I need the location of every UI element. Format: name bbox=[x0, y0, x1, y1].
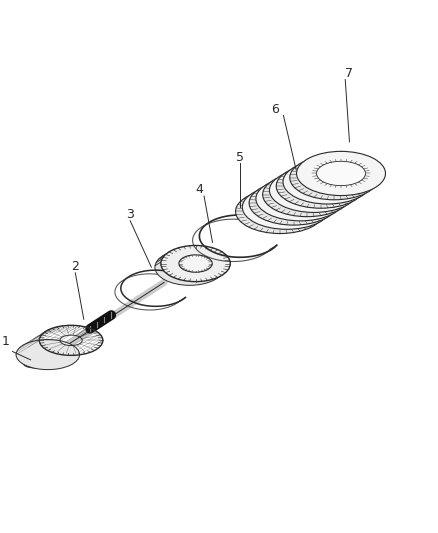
Ellipse shape bbox=[23, 358, 47, 368]
Ellipse shape bbox=[290, 156, 379, 200]
Text: 5: 5 bbox=[236, 150, 244, 164]
Ellipse shape bbox=[317, 161, 365, 185]
Ellipse shape bbox=[269, 191, 318, 215]
Ellipse shape bbox=[283, 182, 332, 207]
Ellipse shape bbox=[179, 255, 212, 272]
Ellipse shape bbox=[276, 164, 365, 208]
Ellipse shape bbox=[297, 151, 385, 196]
Text: 2: 2 bbox=[71, 260, 79, 273]
Ellipse shape bbox=[256, 199, 304, 223]
Ellipse shape bbox=[303, 169, 352, 194]
Ellipse shape bbox=[16, 340, 80, 369]
Text: 1: 1 bbox=[1, 335, 9, 349]
Ellipse shape bbox=[236, 189, 325, 233]
Ellipse shape bbox=[161, 246, 230, 281]
Ellipse shape bbox=[242, 185, 331, 229]
Ellipse shape bbox=[262, 195, 311, 220]
Ellipse shape bbox=[263, 173, 352, 216]
Ellipse shape bbox=[155, 249, 224, 285]
Ellipse shape bbox=[290, 178, 339, 203]
Text: 4: 4 bbox=[196, 183, 204, 196]
Ellipse shape bbox=[256, 176, 345, 221]
Ellipse shape bbox=[283, 160, 372, 204]
Ellipse shape bbox=[249, 181, 338, 225]
Ellipse shape bbox=[269, 168, 358, 213]
Ellipse shape bbox=[310, 166, 359, 190]
Text: 6: 6 bbox=[271, 103, 279, 116]
Text: 7: 7 bbox=[346, 67, 353, 80]
Ellipse shape bbox=[276, 187, 325, 211]
Ellipse shape bbox=[296, 174, 345, 198]
Text: 3: 3 bbox=[126, 208, 134, 221]
